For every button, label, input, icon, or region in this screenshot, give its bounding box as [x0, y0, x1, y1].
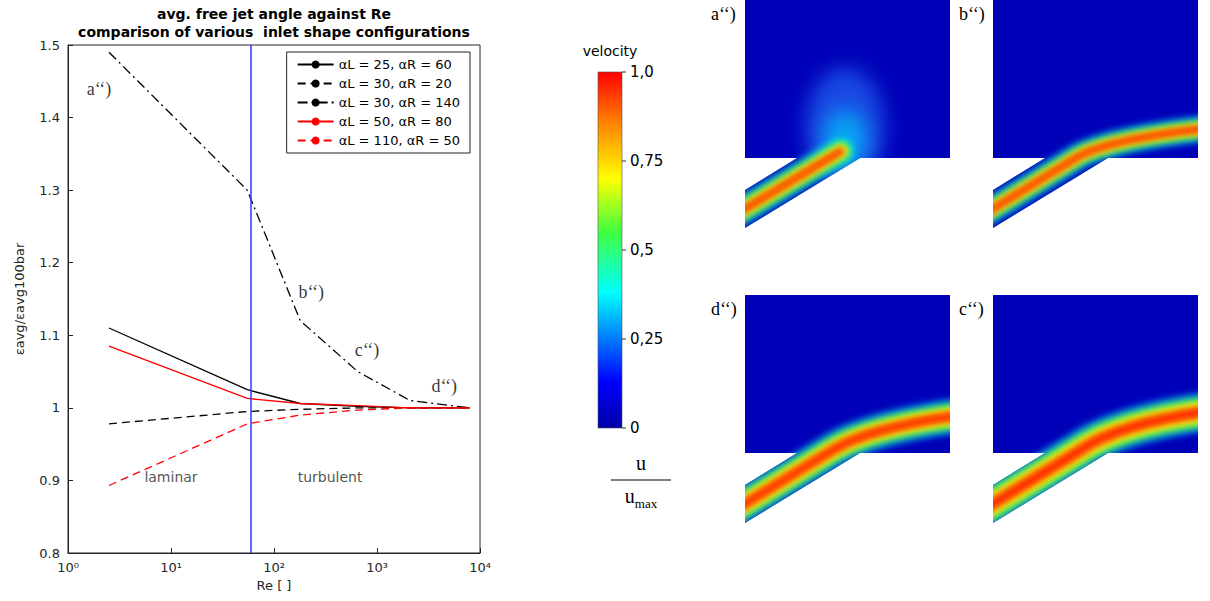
svg-text:laminar: laminar	[144, 469, 197, 485]
svg-text:a‘‘): a‘‘)	[711, 4, 736, 25]
svg-text:c‘‘): c‘‘)	[959, 299, 984, 320]
svg-text:10¹: 10¹	[160, 560, 182, 575]
svg-text:1.3: 1.3	[39, 183, 60, 198]
svg-text:0,5: 0,5	[630, 241, 654, 259]
svg-text:Re [ ]: Re [ ]	[257, 578, 292, 593]
svg-text:10⁴: 10⁴	[469, 560, 491, 575]
svg-text:10⁰: 10⁰	[57, 560, 79, 575]
svg-text:d‘‘): d‘‘)	[711, 299, 737, 320]
svg-text:1.2: 1.2	[39, 255, 60, 270]
svg-text:0,75: 0,75	[630, 152, 663, 170]
svg-text:turbulent: turbulent	[298, 469, 363, 485]
svg-text:αL = 110, αR = 50: αL = 110, αR = 50	[339, 133, 460, 148]
svg-text:b‘‘): b‘‘)	[298, 282, 324, 303]
svg-text:αL = 50, αR = 80: αL = 50, αR = 80	[339, 114, 452, 129]
svg-text:0.9: 0.9	[39, 473, 60, 488]
svg-text:1.5: 1.5	[39, 38, 60, 53]
svg-text:1,0: 1,0	[630, 63, 654, 81]
svg-text:a‘‘): a‘‘)	[87, 79, 112, 100]
svg-text:0,25: 0,25	[630, 330, 663, 348]
svg-text:avg. free jet angle against Re: avg. free jet angle against Re	[157, 6, 391, 22]
svg-text:10²: 10²	[263, 560, 285, 575]
svg-text:αL = 30, αR = 20: αL = 30, αR = 20	[339, 76, 452, 91]
svg-text:αL = 30, αR = 140: αL = 30, αR = 140	[339, 95, 460, 110]
svg-text:umax: umax	[625, 485, 658, 511]
svg-text:velocity: velocity	[583, 43, 638, 59]
svg-text:1.4: 1.4	[39, 110, 60, 125]
svg-text:10³: 10³	[366, 560, 388, 575]
svg-text:αL = 25, αR = 60: αL = 25, αR = 60	[339, 57, 452, 72]
svg-text:0: 0	[630, 419, 640, 437]
svg-text:1: 1	[52, 400, 60, 415]
svg-text:0.8: 0.8	[39, 546, 60, 561]
svg-text:c‘‘): c‘‘)	[355, 340, 380, 361]
svg-text:u: u	[636, 452, 646, 474]
svg-text:comparison of various inlet s: comparison of various inlet shape config…	[78, 24, 470, 40]
svg-text:d‘‘): d‘‘)	[431, 376, 457, 397]
svg-text:b‘‘): b‘‘)	[959, 4, 985, 25]
svg-text:εavg/εavg100bar: εavg/εavg100bar	[12, 242, 27, 355]
svg-text:1.1: 1.1	[39, 328, 60, 343]
